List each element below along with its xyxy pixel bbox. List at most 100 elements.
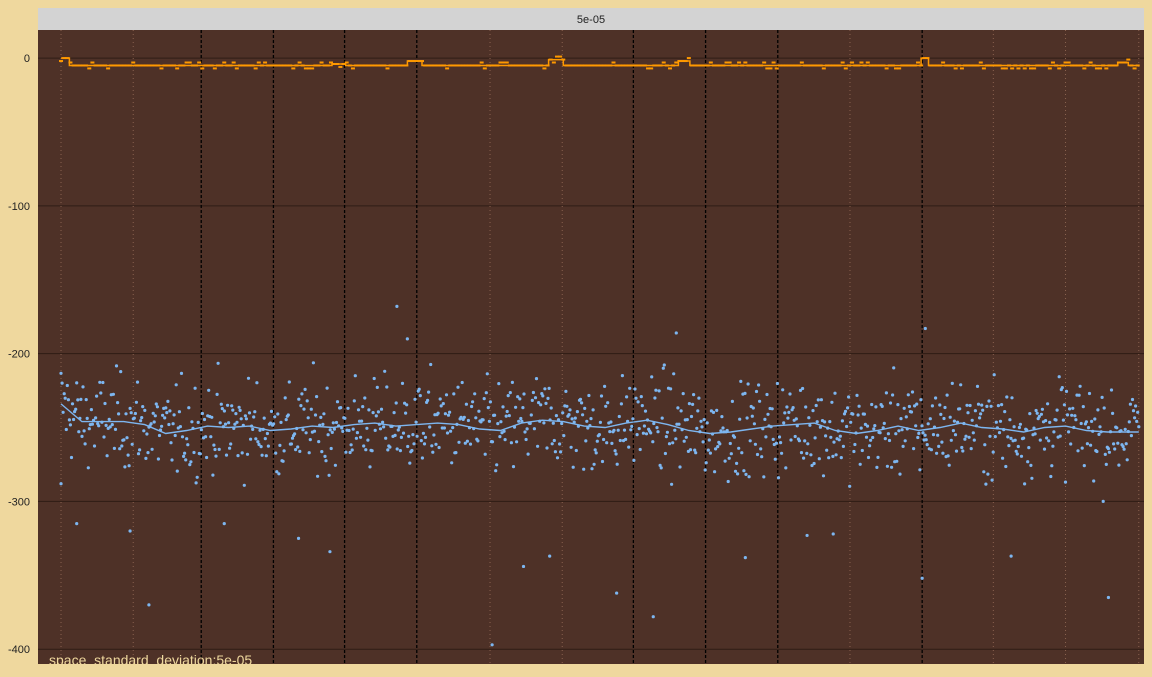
blue-point bbox=[421, 431, 425, 435]
blue-point bbox=[122, 438, 126, 442]
blue-point bbox=[309, 407, 313, 411]
blue-point bbox=[283, 396, 287, 400]
blue-point bbox=[497, 382, 501, 386]
blue-point bbox=[222, 522, 226, 526]
blue-point bbox=[700, 425, 704, 429]
blue-point bbox=[551, 421, 555, 425]
blue-point bbox=[617, 414, 621, 419]
blue-point bbox=[276, 412, 280, 416]
blue-point bbox=[817, 457, 821, 461]
blue-point bbox=[678, 465, 682, 469]
blue-point bbox=[821, 474, 826, 478]
blue-point bbox=[758, 399, 762, 403]
blue-point bbox=[204, 435, 208, 439]
blue-point bbox=[482, 397, 486, 401]
blue-point bbox=[559, 450, 563, 454]
blue-point bbox=[959, 383, 963, 387]
blue-point bbox=[502, 429, 506, 433]
blue-point bbox=[899, 417, 903, 421]
blue-point bbox=[832, 440, 836, 444]
blue-point bbox=[1069, 442, 1073, 446]
blue-point bbox=[127, 464, 131, 468]
blue-point bbox=[565, 404, 569, 408]
blue-point bbox=[379, 407, 384, 411]
y-tick-label: -200 bbox=[8, 349, 30, 361]
blue-point bbox=[436, 411, 440, 415]
blue-point bbox=[789, 438, 793, 442]
blue-point bbox=[904, 415, 908, 419]
blue-point bbox=[978, 416, 982, 420]
blue-point bbox=[585, 419, 589, 423]
blue-point bbox=[998, 419, 1003, 423]
blue-point bbox=[400, 381, 405, 385]
blue-point bbox=[129, 411, 133, 415]
blue-point bbox=[684, 435, 688, 439]
blue-point bbox=[246, 376, 251, 380]
blue-point bbox=[550, 442, 554, 446]
blue-point bbox=[774, 441, 779, 445]
blue-point bbox=[341, 429, 345, 433]
blue-point bbox=[432, 433, 436, 437]
blue-point bbox=[393, 433, 397, 437]
blue-point bbox=[674, 437, 678, 441]
blue-point bbox=[847, 395, 851, 399]
blue-point bbox=[564, 389, 568, 393]
blue-point bbox=[630, 424, 634, 428]
blue-point bbox=[155, 405, 159, 409]
y-tick-label: -300 bbox=[8, 496, 30, 508]
blue-point bbox=[146, 451, 150, 455]
blue-point bbox=[748, 439, 752, 443]
blue-point bbox=[227, 421, 231, 425]
blue-point bbox=[244, 417, 248, 421]
blue-point bbox=[951, 429, 956, 433]
blue-point bbox=[383, 369, 387, 373]
blue-point bbox=[417, 387, 421, 391]
blue-point bbox=[754, 389, 759, 394]
blue-point bbox=[785, 405, 789, 409]
blue-point bbox=[450, 461, 454, 465]
blue-point bbox=[631, 417, 635, 421]
blue-point bbox=[936, 433, 940, 437]
blue-point bbox=[1060, 386, 1064, 390]
blue-point bbox=[414, 420, 418, 424]
blue-point bbox=[1077, 393, 1081, 397]
blue-point bbox=[330, 430, 334, 434]
blue-point bbox=[399, 435, 403, 439]
blue-point bbox=[935, 451, 939, 455]
blue-point bbox=[59, 482, 63, 486]
blue-point bbox=[486, 406, 490, 410]
blue-point bbox=[449, 429, 453, 433]
blue-point bbox=[926, 422, 930, 426]
blue-point bbox=[172, 413, 176, 417]
blue-point bbox=[404, 411, 408, 415]
blue-point bbox=[1095, 449, 1099, 454]
blue-point bbox=[286, 413, 290, 417]
blue-point bbox=[762, 475, 766, 479]
blue-point bbox=[871, 435, 875, 440]
blue-point bbox=[971, 431, 975, 435]
blue-point bbox=[422, 442, 427, 446]
blue-point bbox=[1047, 439, 1051, 443]
blue-point bbox=[570, 417, 574, 421]
blue-point bbox=[252, 415, 256, 419]
blue-point bbox=[525, 427, 529, 431]
blue-point bbox=[255, 381, 259, 385]
blue-point bbox=[298, 449, 302, 453]
blue-point bbox=[120, 444, 124, 448]
blue-point bbox=[562, 434, 566, 438]
blue-point bbox=[781, 388, 785, 392]
blue-point bbox=[970, 418, 974, 422]
blue-point bbox=[464, 402, 468, 406]
blue-point bbox=[921, 431, 925, 435]
blue-point bbox=[903, 439, 907, 443]
blue-point bbox=[220, 407, 224, 411]
blue-point bbox=[82, 429, 86, 433]
blue-point bbox=[707, 438, 711, 442]
blue-point bbox=[593, 448, 597, 452]
blue-point bbox=[249, 437, 253, 441]
blue-point bbox=[875, 465, 879, 469]
blue-point bbox=[776, 476, 781, 480]
blue-point bbox=[986, 472, 990, 476]
blue-point bbox=[523, 430, 527, 434]
blue-point bbox=[1033, 432, 1037, 436]
